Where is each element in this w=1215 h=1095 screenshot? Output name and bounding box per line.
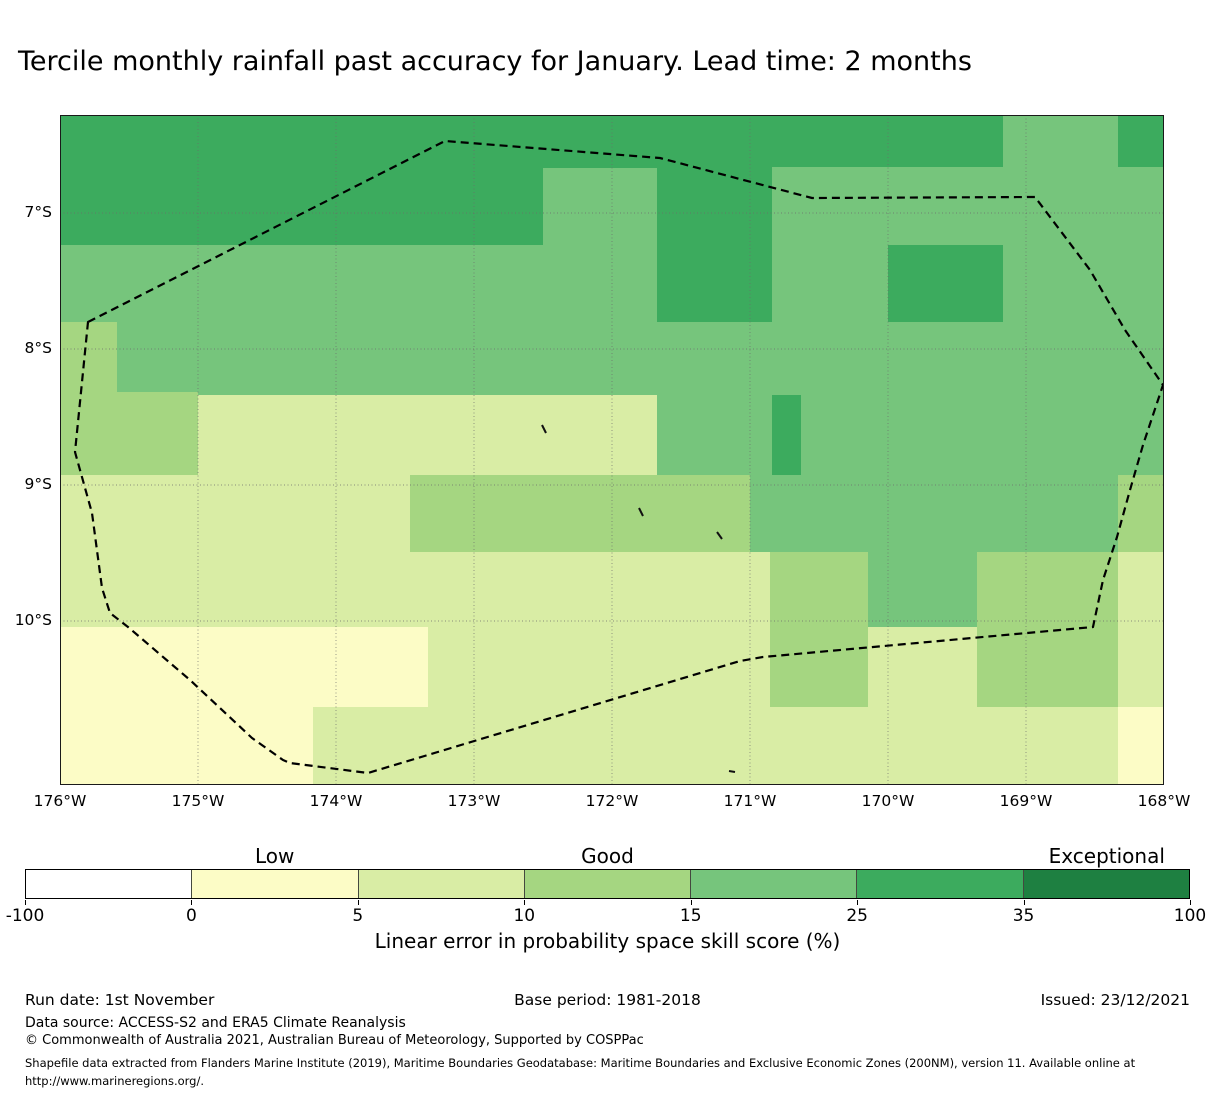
colorbar [25,869,1190,899]
y-tick-label: 9°S [24,475,52,493]
map-cell [1118,707,1164,785]
map-cell [1118,115,1164,167]
x-tick-label: 173°W [447,792,501,810]
issued-text: Issued: 23/12/2021 [1040,991,1190,1009]
colorbar-tick-mark [857,900,859,905]
colorbar-tick-mark [524,900,526,905]
colorbar-band-label: Good [581,844,634,868]
island-mark [638,507,644,517]
x-tick-label: 176°W [33,792,87,810]
map-cell [543,168,657,245]
base-period-text: Base period: 1981-2018 [514,991,701,1009]
colorbar-tick-mark [25,900,26,905]
map-cell [750,475,772,552]
island-mark [728,770,736,773]
colorbar-axis-label: Linear error in probability space skill … [374,929,841,953]
x-tick-label: 174°W [309,792,363,810]
colorbar-tick-mark [357,900,359,905]
map-cell [60,627,313,785]
x-tick-label: 175°W [171,792,225,810]
y-tick-label: 8°S [24,339,52,357]
map-cell [60,115,543,245]
x-tick-label: 169°W [999,792,1053,810]
colorbar-band-label: Low [254,844,295,868]
colorbar-tick-label: 35 [1012,906,1035,926]
data-source-text: Data source: ACCESS-S2 and ERA5 Climate … [25,1015,406,1031]
map-cell [977,552,1118,707]
x-tick-label: 171°W [723,792,777,810]
map-cell [1118,475,1164,552]
colorbar-segment [856,870,1023,898]
colorbar-tick-mark [1190,900,1191,905]
colorbar-tick-label: 5 [352,906,364,926]
map-cell [772,395,801,475]
colorbar-tick-label: 10 [513,906,536,926]
map-cell [770,552,868,707]
x-tick-label: 172°W [585,792,639,810]
map-cell [657,395,772,475]
map-cell [60,392,198,475]
island-mark [716,531,723,540]
x-tick-label: 168°W [1137,792,1191,810]
colorbar-tick-label: 100 [1173,906,1207,926]
map-cell [313,627,428,707]
colorbar-segment [1022,870,1189,898]
map-cell [543,115,657,168]
map-cell [410,475,750,552]
run-date-text: Run date: 1st November [25,991,215,1009]
colorbar-segment [690,870,857,898]
plot-frame [60,115,1164,785]
colorbar-segment [26,870,192,898]
chart-title: Tercile monthly rainfall past accuracy f… [18,46,972,77]
eez-boundary-line [73,139,1164,775]
map-cell [60,475,198,627]
colorbar-tick-label: -100 [5,906,45,926]
copyright-text: © Commonwealth of Australia 2021, Austra… [25,1033,644,1048]
y-tick-label: 7°S [24,203,52,221]
map-cell [888,245,1003,322]
x-tick-label: 170°W [861,792,915,810]
colorbar-segment [191,870,358,898]
colorbar-tick-mark [1023,900,1025,905]
colorbar-tick-label: 25 [846,906,868,926]
colorbar-tick-mark [690,900,692,905]
map-cell [772,115,1003,167]
colorbar-tick-mark [191,900,193,905]
colorbar-segment [357,870,524,898]
colorbar-segment [523,870,691,898]
island-mark [541,424,547,434]
map-cell [60,322,117,392]
colorbar-tick-label: 0 [186,906,197,926]
map-svg [60,115,1164,785]
shapefile-note-text: Shapefile data extracted from Flanders M… [25,1056,1136,1088]
map-cell [657,115,772,322]
colorbar-tick-label: 15 [679,906,702,926]
colorbar-band-label: Exceptional [1048,844,1165,868]
y-tick-label: 10°S [14,611,52,629]
